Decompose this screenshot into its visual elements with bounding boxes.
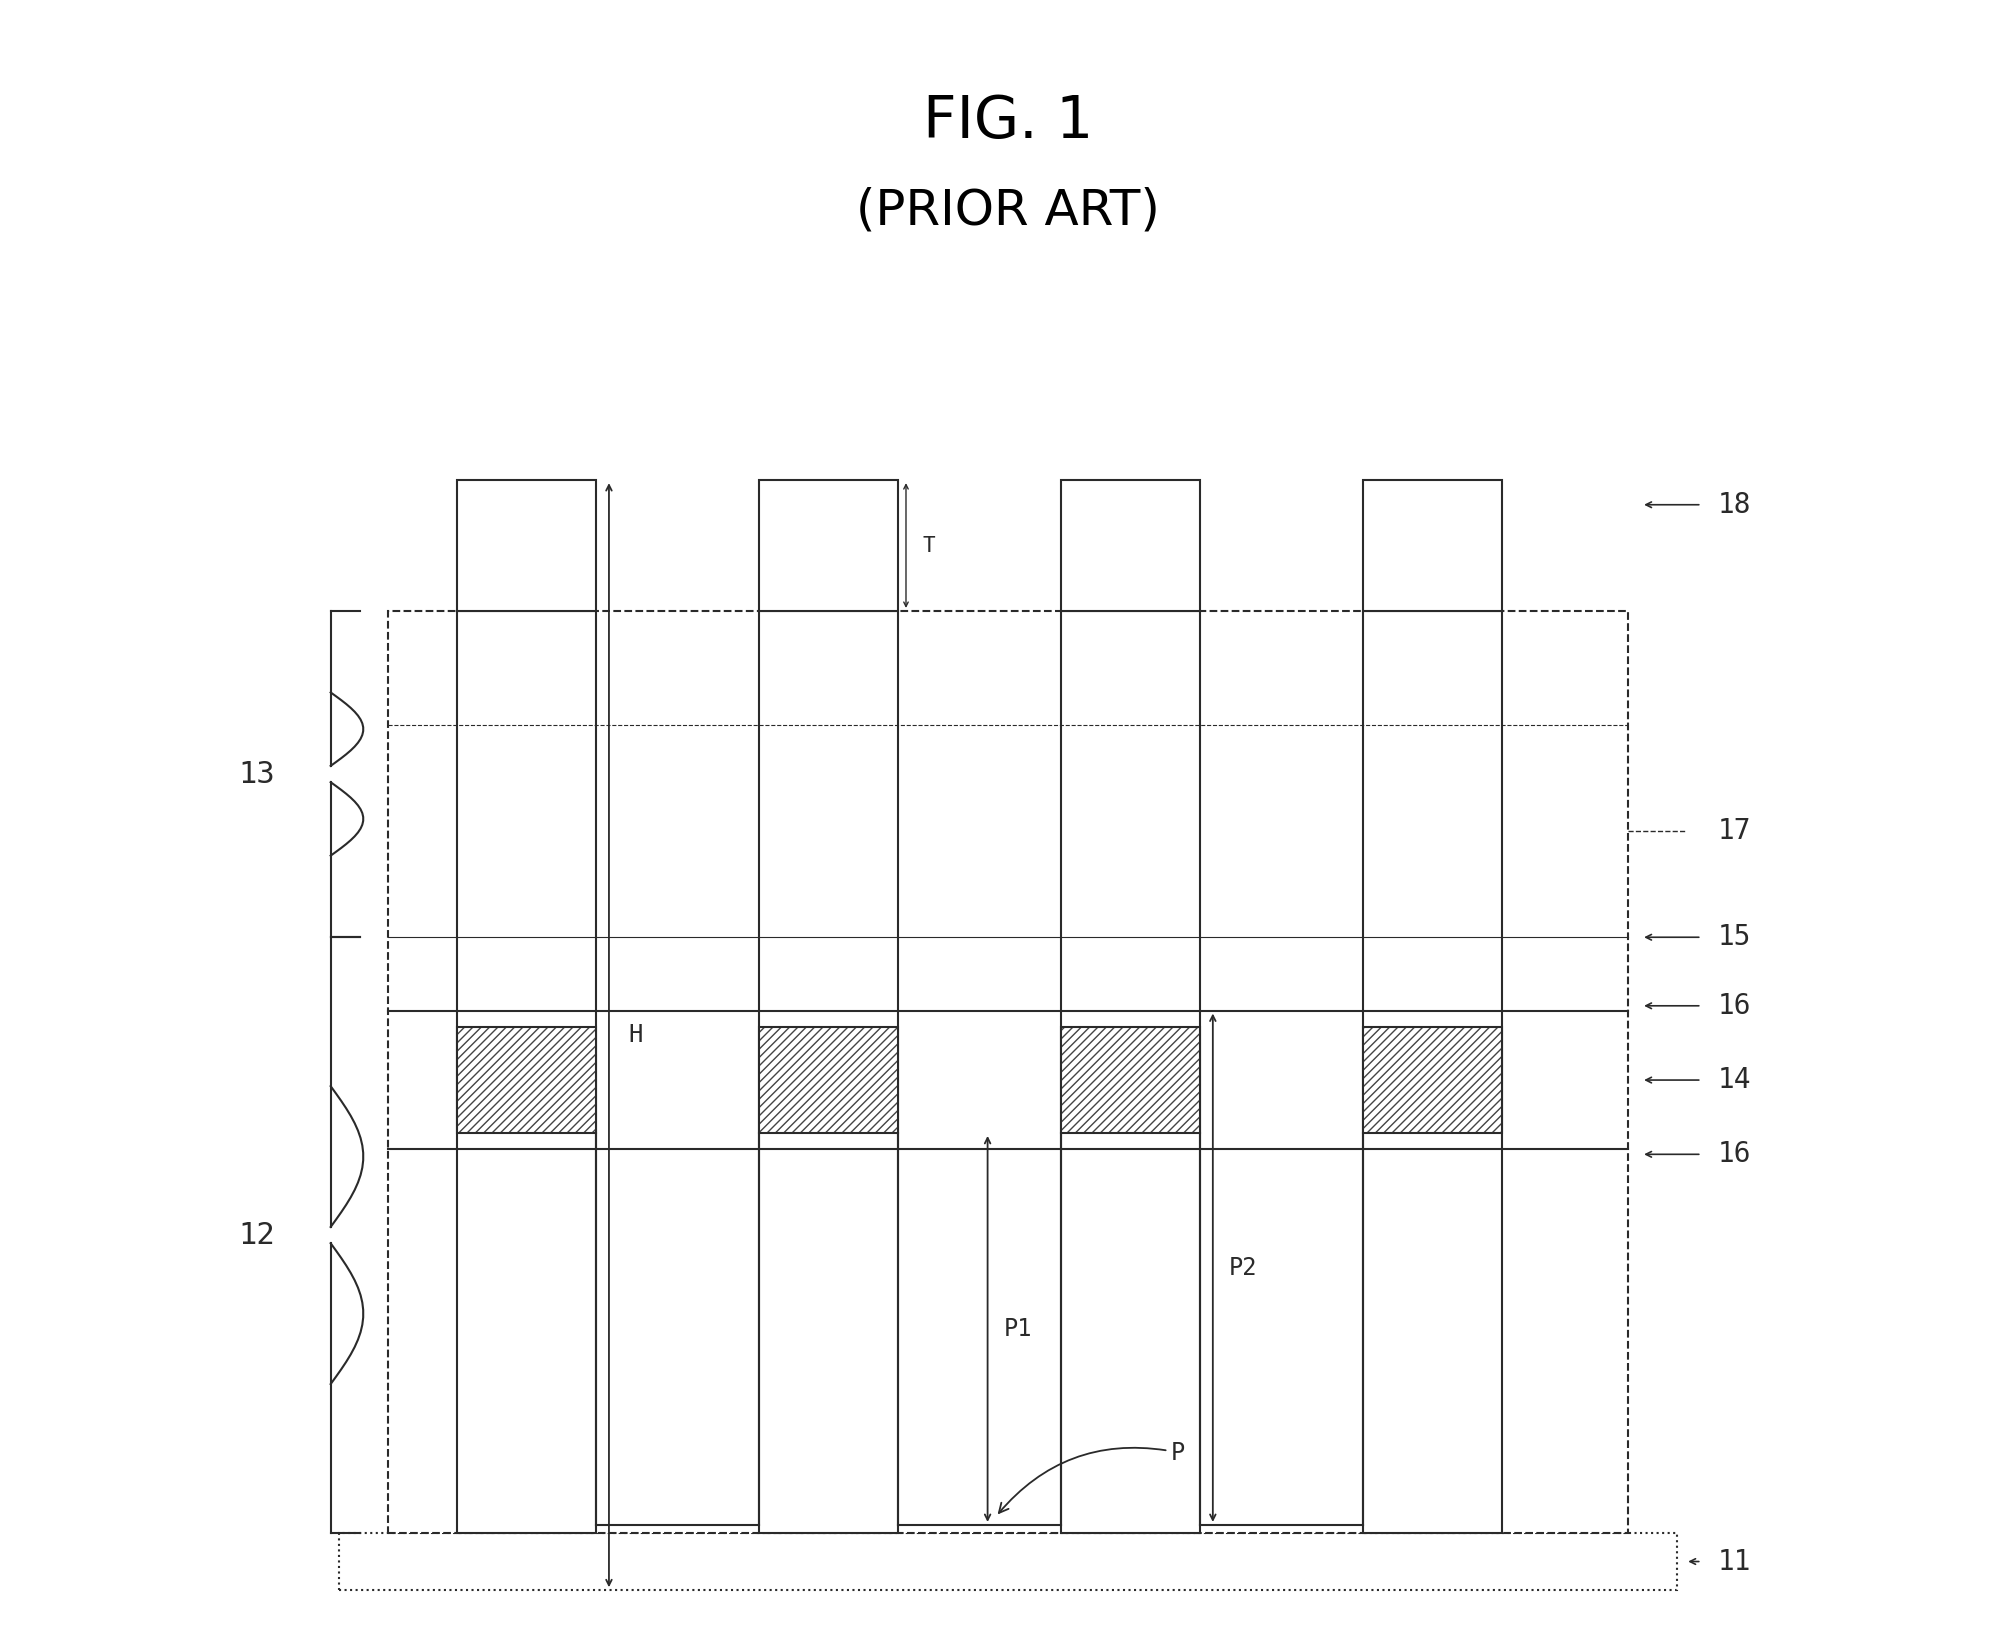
Text: T: T — [921, 535, 935, 556]
Bar — [760, 611, 897, 1532]
Text: 15: 15 — [1718, 923, 1752, 951]
Bar — [1060, 611, 1200, 1532]
Bar — [458, 481, 597, 611]
Text: P: P — [998, 1440, 1185, 1513]
Text: 16: 16 — [1718, 1141, 1752, 1169]
Text: 13: 13 — [238, 759, 276, 788]
Text: 14: 14 — [1718, 1067, 1752, 1095]
Bar — [760, 481, 897, 611]
Text: P1: P1 — [1004, 1317, 1032, 1341]
Bar — [458, 611, 597, 1532]
Bar — [458, 1027, 597, 1132]
Bar — [1363, 611, 1502, 1532]
Bar — [1060, 481, 1200, 611]
Bar — [387, 611, 1629, 1532]
Text: 18: 18 — [1718, 491, 1752, 518]
Bar — [760, 1027, 897, 1132]
Text: 12: 12 — [238, 1221, 276, 1249]
Bar — [760, 1027, 897, 1132]
Text: 16: 16 — [1718, 993, 1752, 1021]
Bar — [1363, 481, 1502, 611]
Bar — [458, 1027, 597, 1132]
Bar — [1060, 1027, 1200, 1132]
Text: (PRIOR ART): (PRIOR ART) — [857, 188, 1159, 235]
Text: FIG. 1: FIG. 1 — [923, 92, 1093, 150]
Bar — [339, 1532, 1677, 1590]
Bar — [1060, 1027, 1200, 1132]
Text: 11: 11 — [1718, 1547, 1752, 1575]
Text: P2: P2 — [1230, 1256, 1258, 1279]
Bar — [1363, 1027, 1502, 1132]
Text: H: H — [629, 1024, 643, 1047]
Bar — [1363, 1027, 1502, 1132]
Text: 17: 17 — [1718, 816, 1752, 844]
